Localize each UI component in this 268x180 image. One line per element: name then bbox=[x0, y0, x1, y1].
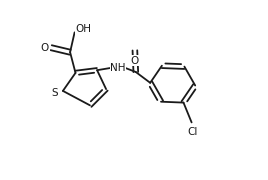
Text: OH: OH bbox=[76, 24, 91, 34]
Text: Cl: Cl bbox=[187, 127, 197, 137]
Text: S: S bbox=[51, 88, 58, 98]
Text: NH: NH bbox=[110, 63, 125, 73]
Text: O: O bbox=[41, 43, 49, 53]
Text: O: O bbox=[131, 56, 139, 66]
